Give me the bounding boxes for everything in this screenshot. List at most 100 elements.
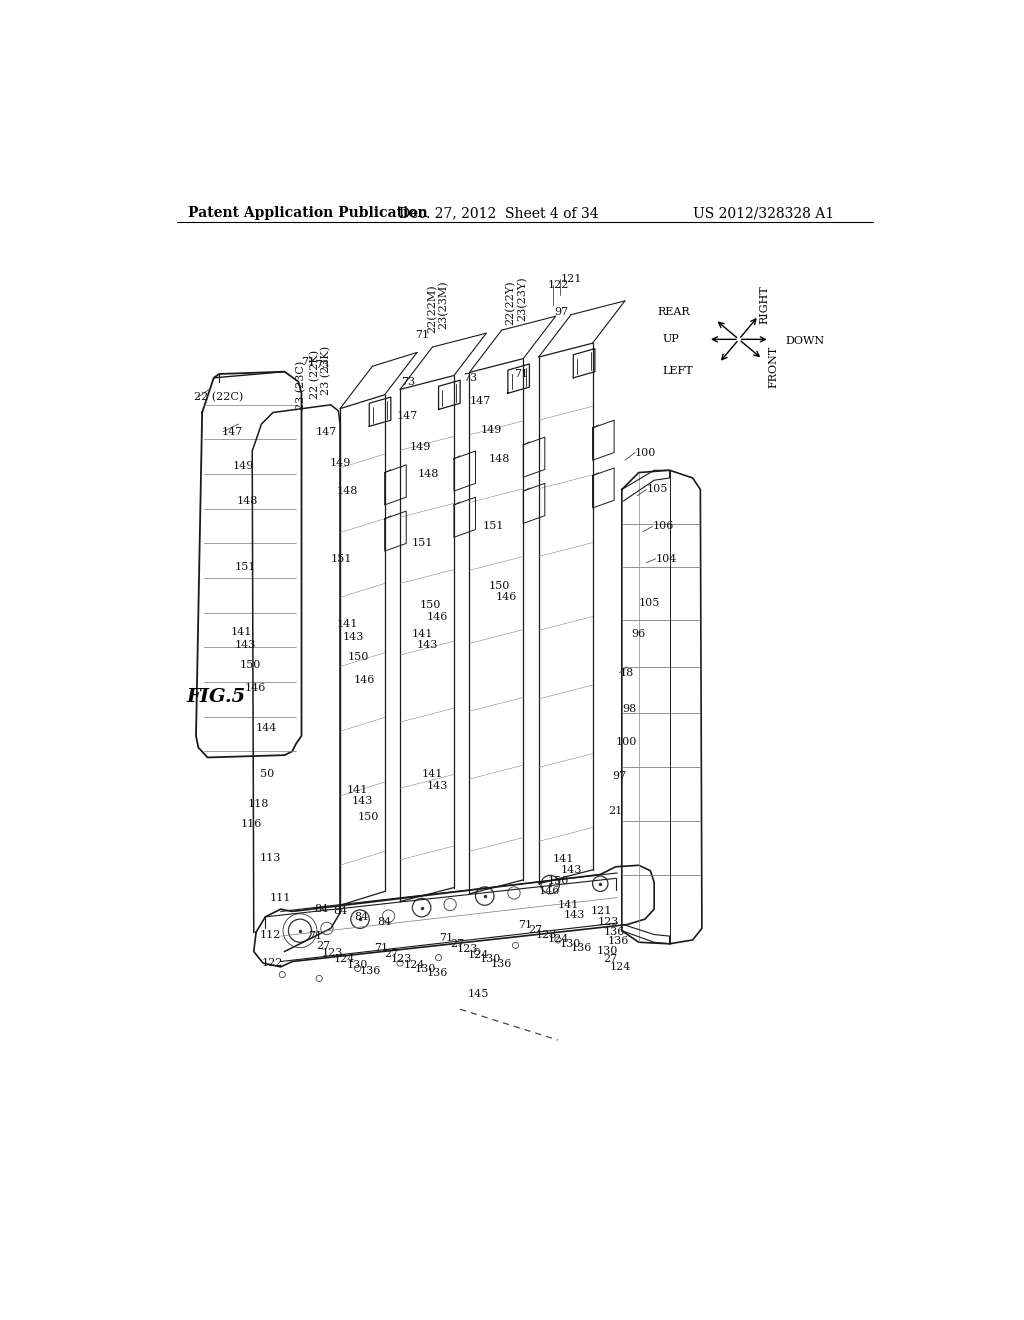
- Text: 22 (22C): 22 (22C): [194, 392, 243, 403]
- Text: 124: 124: [468, 949, 489, 960]
- Text: 22(22Y): 22(22Y): [506, 281, 516, 326]
- Text: 150: 150: [488, 581, 510, 591]
- Text: 123: 123: [457, 944, 478, 954]
- Text: 73: 73: [463, 372, 477, 383]
- Text: 100: 100: [615, 737, 637, 747]
- Text: 121: 121: [591, 907, 612, 916]
- Text: 124: 124: [334, 954, 355, 964]
- Text: 105: 105: [639, 598, 660, 609]
- Text: 141: 141: [412, 630, 433, 639]
- Text: 27: 27: [603, 954, 617, 964]
- Text: Patent Application Publication: Patent Application Publication: [188, 206, 428, 220]
- Text: 146: 146: [354, 676, 375, 685]
- Text: 130: 130: [347, 961, 369, 970]
- Text: 150: 150: [548, 875, 569, 886]
- Text: 149: 149: [410, 442, 431, 453]
- Text: 97: 97: [611, 771, 626, 781]
- Text: 136: 136: [426, 968, 447, 978]
- Text: 71: 71: [374, 942, 388, 953]
- Text: 147: 147: [221, 426, 243, 437]
- Text: LEFT: LEFT: [663, 366, 693, 376]
- Text: 116: 116: [241, 820, 262, 829]
- Text: 149: 149: [481, 425, 503, 436]
- Text: 145: 145: [468, 989, 489, 999]
- Text: 136: 136: [608, 936, 630, 945]
- Text: 27: 27: [450, 939, 464, 949]
- Text: UP: UP: [663, 334, 680, 343]
- Text: 118: 118: [248, 799, 269, 809]
- Text: 141: 141: [558, 900, 580, 911]
- Text: 23(23Y): 23(23Y): [517, 276, 527, 321]
- Text: Dec. 27, 2012  Sheet 4 of 34: Dec. 27, 2012 Sheet 4 of 34: [398, 206, 598, 220]
- Text: 100: 100: [635, 447, 656, 458]
- Text: 73: 73: [315, 360, 330, 370]
- Text: 104: 104: [655, 554, 677, 564]
- Text: 141: 141: [337, 619, 358, 630]
- Text: 113: 113: [260, 853, 282, 862]
- Text: 22 (22K): 22 (22K): [310, 350, 321, 399]
- Text: 98: 98: [622, 704, 636, 714]
- Text: 123: 123: [597, 917, 618, 927]
- Text: 148: 148: [337, 486, 358, 496]
- Text: 136: 136: [571, 942, 593, 953]
- Text: 151: 151: [331, 554, 352, 564]
- Text: 141: 141: [553, 854, 573, 865]
- Text: 27: 27: [384, 949, 398, 958]
- Text: 151: 151: [234, 561, 256, 572]
- Text: 111: 111: [269, 892, 291, 903]
- Text: 143: 143: [560, 865, 582, 875]
- Text: 71: 71: [308, 931, 323, 941]
- Text: 148: 148: [237, 496, 258, 506]
- Text: 71: 71: [439, 933, 454, 942]
- Text: 23 (23C): 23 (23C): [296, 360, 306, 411]
- Text: 73: 73: [401, 376, 416, 387]
- Text: 130: 130: [479, 954, 501, 964]
- Text: 143: 143: [351, 796, 373, 807]
- Text: 147: 147: [315, 426, 337, 437]
- Text: 112: 112: [260, 929, 282, 940]
- Text: 136: 136: [603, 927, 625, 937]
- Text: 141: 141: [422, 770, 443, 779]
- Text: 84: 84: [333, 907, 347, 916]
- Text: 136: 136: [360, 966, 382, 975]
- Text: 23 (23K): 23 (23K): [321, 346, 331, 396]
- Text: 105: 105: [646, 484, 668, 495]
- Text: 143: 143: [417, 640, 438, 649]
- Text: 96: 96: [631, 630, 645, 639]
- Text: 130: 130: [415, 964, 436, 974]
- Text: 151: 151: [412, 539, 433, 548]
- Text: 71: 71: [518, 920, 531, 929]
- Text: 148: 148: [418, 469, 439, 479]
- Text: 146: 146: [245, 684, 266, 693]
- Text: 84: 84: [314, 904, 329, 915]
- Text: FIG.5: FIG.5: [186, 689, 246, 706]
- Text: US 2012/328328 A1: US 2012/328328 A1: [692, 206, 834, 220]
- Text: 18: 18: [620, 668, 634, 677]
- Text: 122: 122: [261, 958, 283, 968]
- Text: 148: 148: [488, 454, 510, 463]
- Text: 130: 130: [596, 946, 617, 957]
- Text: 146: 146: [539, 887, 560, 896]
- Text: 71: 71: [514, 370, 528, 379]
- Text: REAR: REAR: [657, 306, 690, 317]
- Text: 144: 144: [255, 723, 276, 733]
- Text: 22(22M): 22(22M): [427, 284, 437, 333]
- Text: 143: 143: [342, 632, 364, 643]
- Text: 23(23M): 23(23M): [438, 280, 449, 329]
- Text: 150: 150: [348, 652, 369, 663]
- Text: DOWN: DOWN: [785, 335, 824, 346]
- Text: 106: 106: [652, 521, 674, 532]
- Text: 124: 124: [609, 962, 631, 972]
- Text: 150: 150: [240, 660, 261, 671]
- Text: 97: 97: [554, 308, 568, 317]
- Text: 21: 21: [608, 807, 623, 816]
- Text: 150: 150: [419, 601, 440, 610]
- Text: 146: 146: [496, 593, 517, 602]
- Text: 124: 124: [548, 935, 569, 944]
- Text: 147: 147: [396, 412, 418, 421]
- Text: 123: 123: [322, 948, 343, 958]
- Text: 147: 147: [469, 396, 490, 407]
- Text: 143: 143: [564, 911, 586, 920]
- Text: 121: 121: [560, 275, 582, 284]
- Text: 124: 124: [403, 960, 425, 970]
